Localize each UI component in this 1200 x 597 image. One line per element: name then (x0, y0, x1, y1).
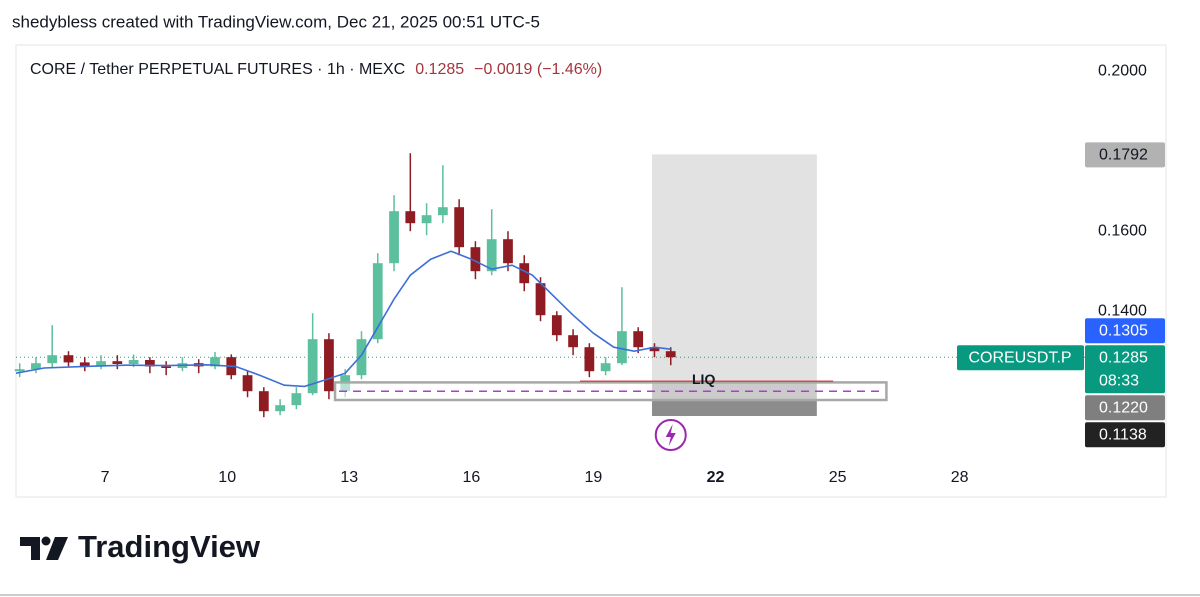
countdown: 08:33 (1099, 372, 1139, 389)
stop-tag (1085, 422, 1165, 448)
candle-body (47, 355, 58, 364)
chart-title: CORE / Tether PERPETUAL FUTURES · 1h · M… (30, 61, 602, 78)
position-target-area (652, 154, 817, 384)
candle-body (31, 363, 41, 370)
logo-mark (20, 537, 40, 560)
last-price-tag-label: 0.1285 (1099, 349, 1148, 366)
candle-body (584, 347, 595, 372)
candle-body (633, 331, 644, 348)
title-change: −0.0019 (−1.46%) (474, 61, 602, 78)
logo-mark (46, 537, 68, 560)
entry-tag (1085, 395, 1165, 421)
symbol-title: CORE / Tether PERPETUAL FUTURES · 1h · M… (30, 61, 405, 78)
moving-average (15, 250, 671, 388)
plot: 0.1400 0.1600 0.2000 7 10 13 16 19 22 25 28 LIQ CORE… (14, 62, 1165, 486)
target-tag (1085, 142, 1165, 168)
candle-body (389, 211, 399, 264)
candle-body (242, 375, 253, 392)
x-tick-label: 13 (340, 469, 358, 486)
y-tick-label: 0.1600 (1098, 222, 1147, 239)
candle-body (14, 369, 25, 372)
last-price-tag (1085, 345, 1165, 394)
logo-mark (41, 536, 51, 546)
alert-icon-bolt (665, 424, 676, 446)
liq-label: LIQ (692, 371, 715, 387)
candle-body (405, 211, 416, 224)
candle-body (96, 361, 106, 367)
candle-body (470, 247, 481, 272)
logo: TradingView (20, 529, 261, 564)
candle-body (79, 362, 90, 367)
candle-body (356, 339, 367, 376)
chart-frame (15, 44, 1167, 498)
x-tick-label: 19 (585, 469, 603, 486)
candle-body (372, 263, 383, 340)
candle-body (307, 339, 318, 394)
candle-body (258, 391, 269, 412)
ma-tag (1085, 318, 1165, 344)
y-tick-label: 0.1400 (1098, 302, 1147, 319)
x-tick-label: 25 (829, 469, 847, 486)
ma-tag-label: 0.1305 (1099, 322, 1148, 339)
candle-body (421, 215, 432, 224)
caption: shedybless created with TradingView.com,… (12, 12, 540, 31)
candle-body (649, 347, 660, 352)
candle-body (112, 361, 123, 364)
candle-body (210, 357, 220, 367)
candle-body (519, 263, 530, 284)
candle-body (128, 360, 139, 364)
x-tick-label: 28 (951, 469, 969, 486)
title-price: 0.1285 (415, 61, 464, 78)
candle-body (535, 283, 546, 316)
candle-body (275, 405, 285, 412)
x-tick-label: 10 (218, 469, 236, 486)
symbol-tag (957, 345, 1084, 371)
candle-body (486, 239, 497, 272)
x-tick-label: 16 (462, 469, 480, 486)
candle-body (503, 239, 513, 264)
x-tick-label: 22 (707, 469, 725, 486)
candle-body (454, 207, 465, 248)
candle-body (665, 351, 676, 358)
y-tick-label: 0.2000 (1098, 62, 1147, 79)
symbol-tag-label: COREUSDT.P (968, 349, 1071, 366)
entry-tag-label: 0.1220 (1099, 399, 1148, 416)
candle-body (63, 355, 74, 363)
candle-body (291, 393, 302, 406)
candle-body (324, 339, 334, 392)
target-tag-label: 0.1792 (1099, 147, 1148, 164)
candle-body (600, 363, 611, 372)
candle-body (144, 360, 155, 367)
stop-tag-label: 0.1138 (1099, 426, 1147, 443)
candle-body (617, 331, 627, 364)
candle-body (437, 207, 448, 216)
candle-body (161, 366, 172, 368)
candle-body (551, 315, 562, 336)
brand: TradingView (78, 529, 261, 564)
candle-body (568, 335, 578, 348)
x-tick-label: 7 (101, 469, 110, 486)
